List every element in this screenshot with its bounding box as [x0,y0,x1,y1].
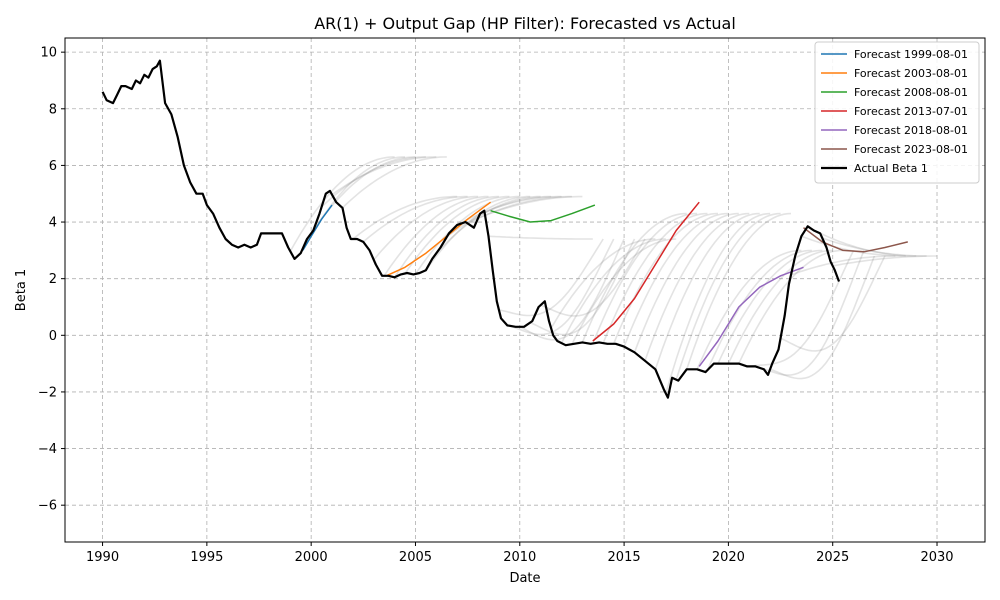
background-forecast-line [727,249,833,364]
background-forecast-line [519,238,625,341]
background-forecast-line [780,255,886,352]
background-forecast-line [749,250,855,368]
background-forecast-line [404,195,510,274]
background-forecast-line [331,156,437,196]
x-tick-label: 2015 [608,550,641,565]
legend-label: Forecast 2008-08-01 [854,86,968,99]
y-tick-label: −4 [38,442,57,457]
background-forecast-line [644,212,750,362]
y-tick-label: 6 [49,159,57,174]
background-forecast-line [685,212,792,370]
legend-label: Forecast 1999-08-01 [854,48,968,61]
background-forecasts [289,156,937,394]
background-forecast-line [633,212,739,353]
x-tick-label: 2005 [399,550,432,565]
legend-box [814,41,980,184]
background-forecast-line [435,195,541,254]
x-axis-label: Date [509,571,540,586]
background-forecast-line [446,195,552,238]
background-forecast-line [383,195,489,277]
background-forecast-line [352,195,458,240]
y-tick-label: −2 [38,385,57,400]
background-forecast-line [696,249,802,370]
background-forecast-line [393,195,499,278]
background-forecast-line [581,212,687,343]
background-forecast-line [602,212,708,344]
background-forecast-line [665,212,771,394]
legend-label: Actual Beta 1 [854,162,928,175]
background-forecast-line [425,195,531,271]
legend: Forecast 1999-08-01 Forecast 2003-08-01 Fo… [814,41,980,184]
background-forecast-line [341,156,447,209]
x-tick-label: 1995 [190,550,223,565]
y-tick-label: 10 [40,46,57,61]
x-tick-label: 2000 [295,550,328,565]
background-forecast-line [769,255,876,380]
background-forecast-line [571,238,677,345]
plot-frame [64,37,986,543]
background-forecast-line [321,156,426,208]
legend-label: Forecast 2003-08-01 [854,67,968,80]
forecast-series-line [385,201,492,277]
x-tick-label: 2025 [816,550,849,565]
actual-series-line [101,59,841,399]
background-forecast-line [414,195,520,275]
y-axis-label: Beta 1 [14,269,29,311]
series-lines [101,59,908,399]
x-tick-label: 2010 [503,550,536,565]
x-tick-label: 2020 [712,550,745,565]
background-forecast-line [362,195,468,243]
background-forecast-line [509,238,615,336]
forecast-series-line [302,204,333,251]
background-forecast-line [759,250,865,376]
y-tick-label: 8 [49,102,57,117]
background-forecast-line [560,238,666,344]
background-forecast-line [540,238,646,317]
background-forecast-line [289,156,395,252]
background-forecast-line [717,249,823,364]
background-forecast-line [456,195,562,226]
background-forecast-line [654,212,760,370]
background-forecast-line [790,255,896,276]
background-forecast-line [488,235,593,240]
x-tick-label: 2030 [920,550,953,565]
forecast-series-line [592,201,700,342]
y-tick-label: 0 [49,329,57,344]
background-forecast-line [675,212,781,380]
background-forecast-line [706,249,812,371]
y-tick-label: 2 [49,272,57,287]
background-forecast-line [811,228,917,257]
axis-ticks: 1990 1995 2000 2005 2010 2015 2020 2025 2030−6−4… [38,46,954,565]
forecast-series-line [490,204,596,223]
background-forecast-line [822,237,927,257]
legend-label: Forecast 2018-08-01 [854,124,968,137]
background-forecast-line [623,212,729,347]
y-tick-label: 4 [49,216,57,231]
legend-label: Forecast 2013-07-01 [854,105,968,118]
background-forecast-line [550,238,656,329]
forecast-series-line [803,227,908,253]
legend-label: Forecast 2023-08-01 [854,143,968,156]
background-forecast-line [373,195,479,261]
chart-title: AR(1) + Output Gap (HP Filter): Forecast… [314,14,736,33]
background-forecast-line [529,238,636,336]
x-tick-label: 1990 [86,550,119,565]
background-forecast-line [832,255,937,267]
background-forecast-line [592,212,698,344]
background-forecast-line [498,238,604,317]
forecast-series-line [698,266,804,367]
y-tick-label: −6 [38,499,57,514]
